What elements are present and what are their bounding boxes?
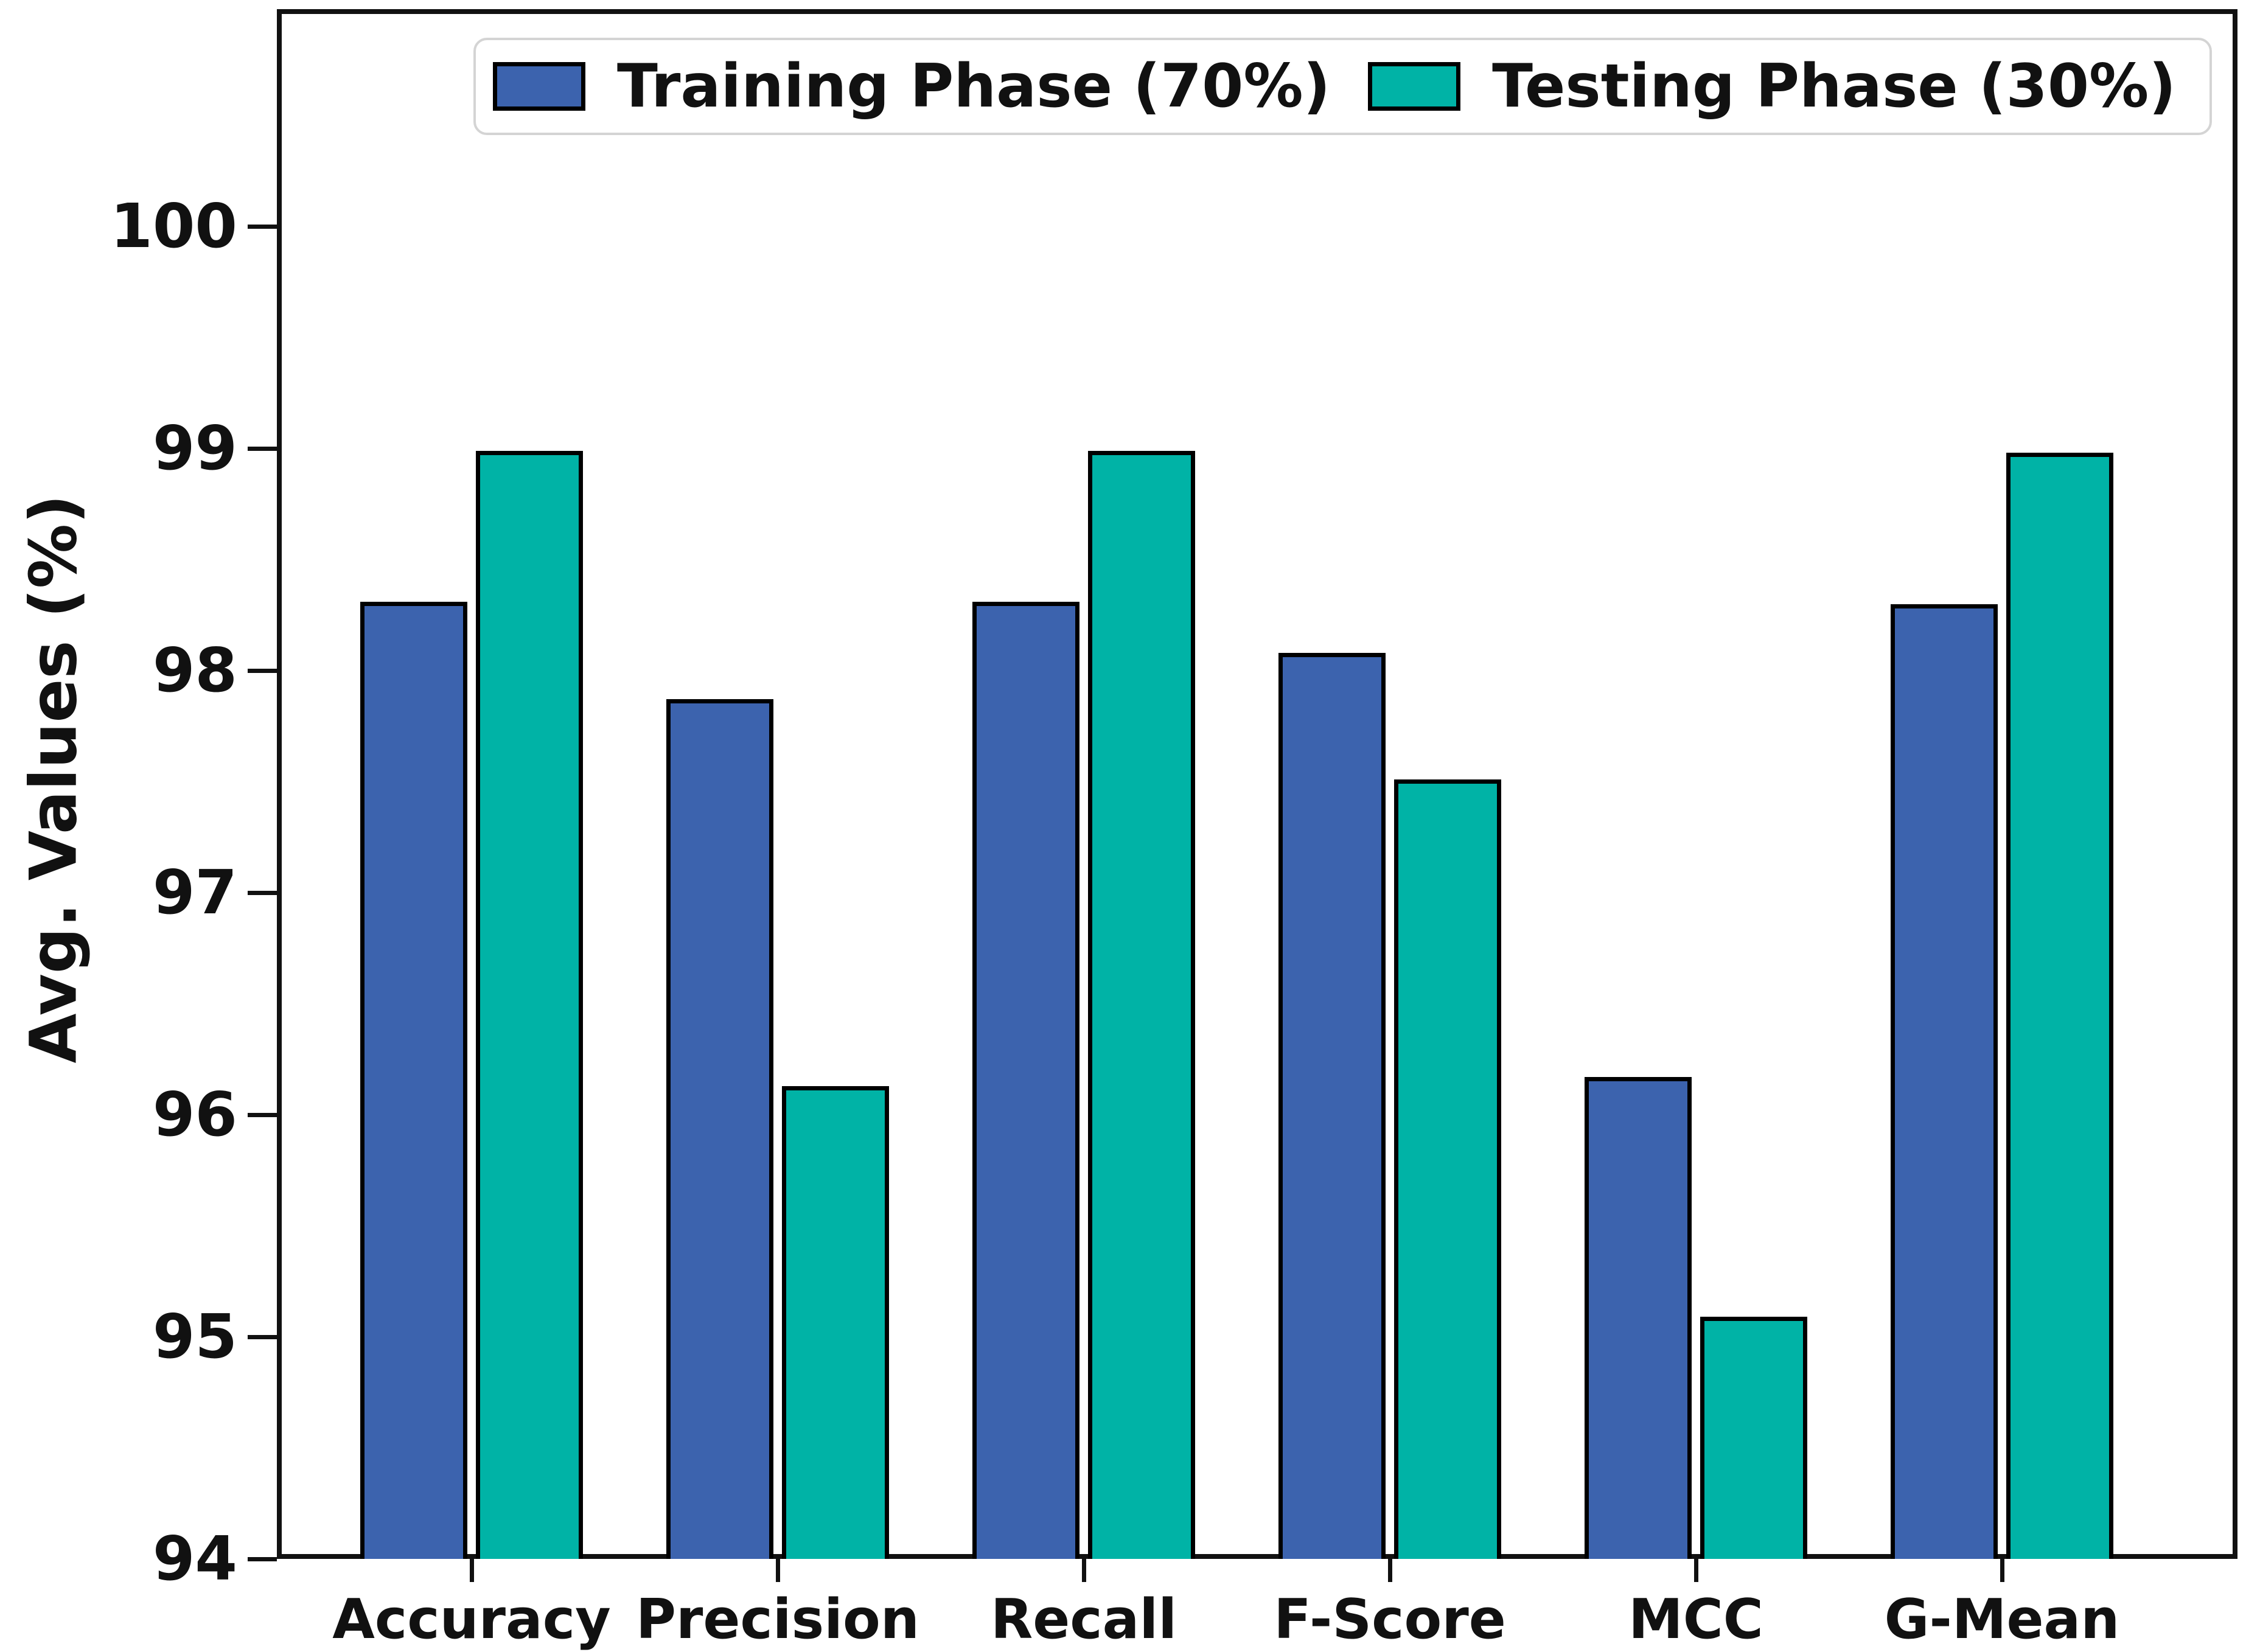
y-axis-tick-label: 94 <box>152 1523 237 1594</box>
bar-recall-testing <box>1088 450 1195 1559</box>
bar-f-score-testing <box>1394 779 1501 1559</box>
bar-recall-training <box>972 601 1079 1559</box>
bar-precision-testing <box>782 1086 889 1559</box>
y-axis-tick-mark <box>248 1557 277 1561</box>
y-axis-tick-label: 100 <box>110 190 237 262</box>
y-axis-tick-label: 95 <box>152 1301 237 1372</box>
x-axis-tick-mark <box>776 1559 780 1582</box>
y-axis-label: Avg. Values (%) <box>16 494 91 1064</box>
bar-f-score-training <box>1278 652 1386 1559</box>
y-axis-tick-mark <box>248 1335 277 1339</box>
bar-precision-training <box>666 699 773 1559</box>
y-axis-tick-mark <box>248 447 277 451</box>
x-axis-category-label: MCC <box>1628 1588 1763 1651</box>
legend-swatch-testing-icon <box>1368 62 1461 111</box>
x-axis-tick-mark <box>1694 1559 1698 1582</box>
y-axis-tick-label: 98 <box>152 635 237 706</box>
x-axis-category-label: G-Mean <box>1884 1588 2120 1651</box>
x-axis-category-label: F-Score <box>1274 1588 1506 1651</box>
bar-g-mean-training <box>1891 604 1998 1559</box>
y-axis-tick-label: 97 <box>152 857 237 928</box>
legend-item-testing: Testing Phase (30%) <box>1368 52 2176 121</box>
x-axis-category-label: Precision <box>636 1588 919 1651</box>
legend-label-testing: Testing Phase (30%) <box>1492 52 2176 121</box>
x-axis-tick-mark <box>1388 1559 1392 1582</box>
legend-item-training: Training Phase (70%) <box>493 52 1330 121</box>
legend-swatch-training-icon <box>493 62 585 111</box>
bar-mcc-training <box>1585 1076 1692 1559</box>
bar-accuracy-training <box>360 601 467 1559</box>
bar-mcc-testing <box>1700 1317 1807 1559</box>
y-axis-tick-mark <box>248 891 277 895</box>
x-axis-tick-mark <box>470 1559 474 1582</box>
y-axis-tick-mark <box>248 669 277 673</box>
legend: Training Phase (70%) Testing Phase (30%) <box>473 38 2212 135</box>
y-axis-tick-mark <box>248 1113 277 1117</box>
x-axis-tick-mark <box>1082 1559 1086 1582</box>
x-axis-category-label: Recall <box>990 1588 1177 1651</box>
x-axis-category-label: Accuracy <box>332 1588 611 1651</box>
x-axis-tick-mark <box>2000 1559 2004 1582</box>
bar-accuracy-testing <box>476 450 583 1559</box>
legend-label-training: Training Phase (70%) <box>617 52 1331 121</box>
y-axis-tick-label: 96 <box>152 1079 237 1150</box>
bar-g-mean-testing <box>2006 453 2113 1559</box>
y-axis-tick-mark <box>248 225 277 229</box>
y-axis-tick-label: 99 <box>152 413 237 484</box>
